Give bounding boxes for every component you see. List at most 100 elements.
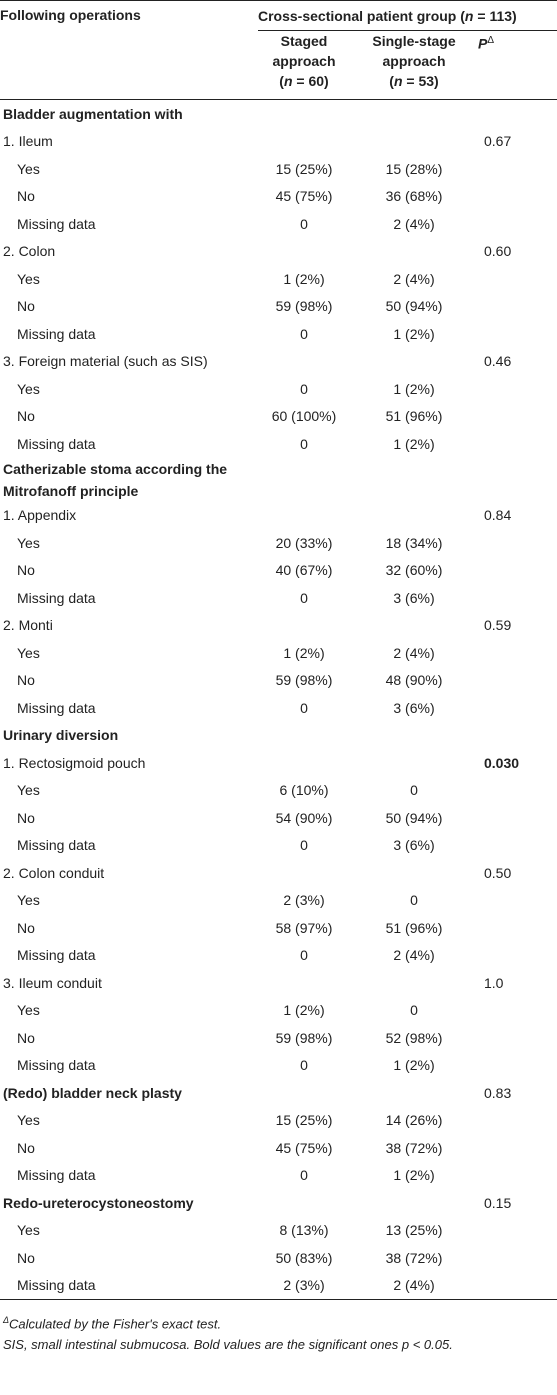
single-stage-value bbox=[350, 969, 478, 997]
p-value bbox=[478, 1162, 557, 1190]
row-label: Missing data bbox=[17, 1057, 96, 1074]
table-row: Yes 1 (2%) 0 bbox=[0, 997, 557, 1025]
table-row: Yes 15 (25%) 14 (26%) bbox=[0, 1107, 557, 1135]
row-label: 2. Colon conduit bbox=[3, 864, 105, 881]
row-label: Yes bbox=[17, 1112, 40, 1129]
staged-value: 1 (2%) bbox=[283, 270, 325, 287]
table-row: 1. Rectosigmoid pouch 0.030 bbox=[0, 749, 557, 777]
p-value bbox=[478, 1107, 557, 1135]
row-label: Missing data bbox=[17, 1167, 96, 1184]
single-stage-value: 51 (96%) bbox=[385, 919, 443, 936]
p-value bbox=[478, 265, 557, 293]
staged-value: 59 (98%) bbox=[275, 298, 333, 315]
staged-value: 0 bbox=[300, 589, 308, 606]
staged-n-symbol: n bbox=[283, 73, 293, 89]
col-header-group: Cross-sectional patient group (n = 113) bbox=[258, 0, 557, 31]
p-value bbox=[478, 155, 557, 183]
single-stage-value: 2 (4%) bbox=[393, 644, 435, 661]
p-superscript: Δ bbox=[487, 35, 495, 46]
single-stage-value: 2 (4%) bbox=[393, 947, 435, 964]
single-stage-value bbox=[350, 612, 478, 640]
staged-n-post: = 60) bbox=[292, 73, 329, 89]
staged-value bbox=[258, 128, 350, 156]
table-row: No 45 (75%) 38 (72%) bbox=[0, 1134, 557, 1162]
p-value bbox=[478, 584, 557, 612]
single-n-symbol: n bbox=[393, 73, 403, 89]
staged-value bbox=[258, 458, 350, 502]
single-stage-value bbox=[350, 100, 478, 128]
staged-value: 0 bbox=[300, 215, 308, 232]
p-value bbox=[478, 997, 557, 1025]
staged-value: 0 bbox=[300, 947, 308, 964]
footnote-fisher: ΔCalculated by the Fisher's exact test. bbox=[3, 1310, 557, 1334]
p-value: 0.84 bbox=[484, 507, 512, 524]
single-stage-value: 14 (26%) bbox=[385, 1112, 443, 1129]
single-stage-value: 2 (4%) bbox=[393, 1277, 435, 1294]
staged-value: 0 bbox=[300, 699, 308, 716]
p-value bbox=[478, 639, 557, 667]
table-row: (Redo) bladder neck plasty 0.83 bbox=[0, 1079, 557, 1107]
staged-value bbox=[258, 100, 350, 128]
p-value: 0.67 bbox=[484, 133, 512, 150]
row-label: Missing data bbox=[17, 435, 96, 452]
row-label: 2. Colon bbox=[3, 243, 56, 260]
single-stage-value: 2 (4%) bbox=[393, 270, 435, 287]
row-label: Missing data bbox=[17, 589, 96, 606]
col-header-operations-label: Following operations bbox=[0, 7, 141, 23]
single-stage-value: 0 bbox=[410, 782, 418, 799]
staged-value: 0 bbox=[300, 435, 308, 452]
table-row: Yes 8 (13%) 13 (25%) bbox=[0, 1217, 557, 1245]
staged-value: 2 (3%) bbox=[283, 1277, 325, 1294]
single-stage-value: 3 (6%) bbox=[393, 837, 435, 854]
table-row: Yes 0 1 (2%) bbox=[0, 375, 557, 403]
table-row: Missing data 0 1 (2%) bbox=[0, 430, 557, 458]
p-value bbox=[478, 183, 557, 211]
row-label: Catherizable stoma according the Mitrofa… bbox=[3, 460, 228, 499]
table-row: Bladder augmentation with bbox=[0, 100, 557, 128]
row-label: 2. Monti bbox=[3, 617, 53, 634]
single-stage-value: 3 (6%) bbox=[393, 589, 435, 606]
staged-value bbox=[258, 1079, 350, 1107]
single-stage-value: 1 (2%) bbox=[393, 380, 435, 397]
single-stage-value: 1 (2%) bbox=[393, 325, 435, 342]
staged-value bbox=[258, 238, 350, 266]
single-stage-value: 2 (4%) bbox=[393, 215, 435, 232]
row-label: Yes bbox=[17, 782, 40, 799]
single-stage-value: 1 (2%) bbox=[393, 1057, 435, 1074]
p-value bbox=[478, 722, 557, 750]
single-stage-value: 1 (2%) bbox=[393, 1167, 435, 1184]
row-label: No bbox=[17, 408, 35, 425]
table-row: 2. Colon 0.60 bbox=[0, 238, 557, 266]
table-row: Missing data 0 1 (2%) bbox=[0, 1162, 557, 1190]
p-value: 0.59 bbox=[484, 617, 512, 634]
single-stage-value bbox=[350, 128, 478, 156]
p-value: 0.83 bbox=[484, 1084, 512, 1101]
row-label: Redo-ureterocystoneostomy bbox=[3, 1194, 194, 1211]
staged-value: 1 (2%) bbox=[283, 1002, 325, 1019]
p-value bbox=[478, 694, 557, 722]
staged-value: 58 (97%) bbox=[275, 919, 333, 936]
p-value bbox=[478, 458, 557, 502]
table-row: Missing data 0 1 (2%) bbox=[0, 320, 557, 348]
col-header-operations: Following operations bbox=[0, 1, 258, 100]
single-stage-value bbox=[350, 238, 478, 266]
single-stage-value bbox=[350, 458, 478, 502]
single-stage-value bbox=[350, 859, 478, 887]
single-stage-value: 51 (96%) bbox=[385, 408, 443, 425]
p-value bbox=[478, 887, 557, 915]
row-label: No bbox=[17, 562, 35, 579]
p-value bbox=[478, 1244, 557, 1272]
single-stage-value bbox=[350, 348, 478, 376]
row-label: No bbox=[17, 1139, 35, 1156]
p-value bbox=[478, 914, 557, 942]
col-header-p-value: PΔ bbox=[478, 31, 557, 100]
staged-value: 59 (98%) bbox=[275, 672, 333, 689]
table-row: 2. Monti 0.59 bbox=[0, 612, 557, 640]
staged-value: 15 (25%) bbox=[275, 160, 333, 177]
single-stage-value: 18 (34%) bbox=[385, 534, 443, 551]
single-n-pre: ( bbox=[389, 73, 394, 89]
p-value: 0.46 bbox=[484, 353, 512, 370]
single-stage-value: 50 (94%) bbox=[385, 298, 443, 315]
single-stage-value: 13 (25%) bbox=[385, 1222, 443, 1239]
row-label: Missing data bbox=[17, 215, 96, 232]
